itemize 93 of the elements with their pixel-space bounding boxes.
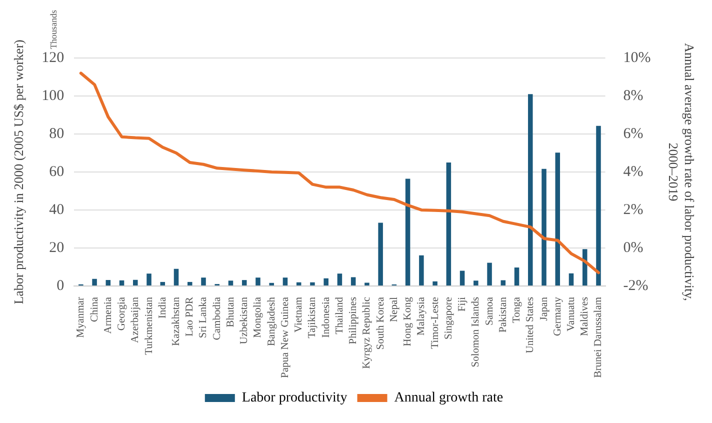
x-tick-label: Bhutan	[225, 296, 236, 328]
x-tick-label: Japan	[538, 296, 550, 321]
bar	[596, 126, 601, 286]
x-tick-label: Maldives	[580, 296, 591, 336]
bar	[146, 274, 152, 286]
bar	[419, 255, 424, 286]
x-tick-label: Hong Kong	[402, 296, 414, 346]
x-tick-label: Solomon Islands	[470, 296, 482, 368]
bar	[228, 280, 234, 286]
x-tick-label: Mongolia	[252, 296, 264, 338]
x-tick-label: Kazakhstan	[171, 296, 182, 346]
bar	[337, 274, 342, 286]
x-tick-label: Thailand	[334, 296, 346, 334]
x-tick-label: Kyrgyz Republic	[362, 296, 373, 369]
bar	[542, 168, 546, 286]
x-tick-label: Vanuatu	[566, 296, 578, 332]
x-tick-label: Tonga	[512, 296, 523, 324]
y-axis-title: Labor productivity in 2000 (2005 US$ per worker)	[11, 40, 26, 304]
y-tick-label: 20	[49, 240, 64, 256]
x-tick-label: Lao PDR	[184, 296, 196, 336]
bar	[528, 94, 533, 286]
y2-tick-label: 4%	[623, 164, 644, 180]
x-tick-label: Malaysia	[416, 296, 428, 336]
x-tick-label: Bangladesh	[266, 296, 278, 346]
bar	[324, 278, 328, 286]
bar	[92, 278, 97, 286]
x-tick-label: Papua New Guinea	[280, 296, 291, 378]
x-tick-label: South Korea	[375, 296, 386, 350]
x-tick-label: Nepal	[388, 296, 400, 322]
bar	[119, 280, 124, 286]
y-tick-label: 40	[49, 202, 64, 218]
bar	[256, 278, 260, 286]
x-tick-label: Pakistan	[498, 296, 509, 333]
bar	[160, 282, 166, 286]
text: Thousands	[48, 10, 58, 49]
bar	[282, 278, 288, 286]
bar	[500, 280, 506, 286]
y2-tick-label: 0%	[623, 240, 644, 256]
y2-tick-label: -2%	[623, 278, 648, 294]
x-tick-label: Brunei Darussalam	[593, 296, 604, 378]
bar	[242, 280, 247, 286]
x-tick-label: United States	[525, 296, 536, 354]
x-tick-label: India	[157, 296, 168, 319]
legend-label: Annual growth rate	[394, 390, 504, 406]
x-tick-label: Turkmenistan	[144, 296, 155, 355]
bar	[187, 282, 192, 286]
x-tick-label: Tajikistan	[307, 296, 318, 338]
x-tick-label: Germany	[552, 296, 564, 336]
bar	[269, 282, 274, 286]
bar	[487, 262, 492, 286]
x-tick-label: Myanmar	[76, 296, 87, 338]
bar	[133, 280, 138, 286]
bar	[460, 270, 465, 286]
y-tick-label: 80	[49, 126, 64, 142]
bar	[310, 282, 315, 286]
legend-label: Labor productivity	[242, 390, 348, 406]
bar	[405, 178, 410, 286]
x-tick-label: Georgia	[116, 296, 128, 331]
y-tick-label: 0	[56, 278, 64, 294]
x-tick-label: Uzbekistan	[239, 296, 250, 344]
bar	[378, 222, 383, 286]
y2-tick-label: 8%	[623, 88, 644, 104]
bar	[432, 281, 438, 286]
x-tick-label: Singapore	[443, 296, 454, 340]
y2-tick-label: 6%	[623, 126, 644, 142]
x-tick-label: Cambodia	[212, 296, 223, 340]
x-tick-label: China	[89, 296, 100, 322]
bar	[514, 268, 520, 286]
y-tick-label: 120	[42, 50, 64, 66]
y2-axis-title: Annual average growth rate of labor productivity, 2000–2019	[666, 42, 697, 301]
bar	[364, 282, 370, 286]
bar	[174, 268, 179, 286]
bar	[555, 152, 560, 286]
x-tick-label: Sri Lanka	[198, 296, 210, 338]
y2-tick-label: 2%	[623, 202, 644, 218]
y2-tick-label: 10%	[623, 50, 651, 66]
bar	[350, 277, 356, 286]
x-tick-label: Azerbaijan	[130, 296, 142, 344]
x-tick-label: Fiji	[457, 296, 468, 312]
bar	[474, 280, 478, 286]
y-tick-label: 60	[49, 164, 64, 180]
x-tick-label: Indonesia	[320, 296, 332, 338]
x-tick-label: Timor-Leste	[430, 296, 441, 349]
x-tick-label: Armenia	[102, 296, 114, 334]
x-tick-label: Vietnam	[294, 296, 305, 332]
y-tick-label: 100	[42, 88, 64, 104]
bar	[568, 273, 574, 286]
x-tick-label: Philippines	[348, 296, 360, 344]
bar	[106, 280, 111, 286]
bar	[446, 162, 452, 286]
bar	[296, 282, 302, 286]
x-tick-label: Samoa	[484, 296, 496, 326]
bar	[201, 278, 206, 286]
